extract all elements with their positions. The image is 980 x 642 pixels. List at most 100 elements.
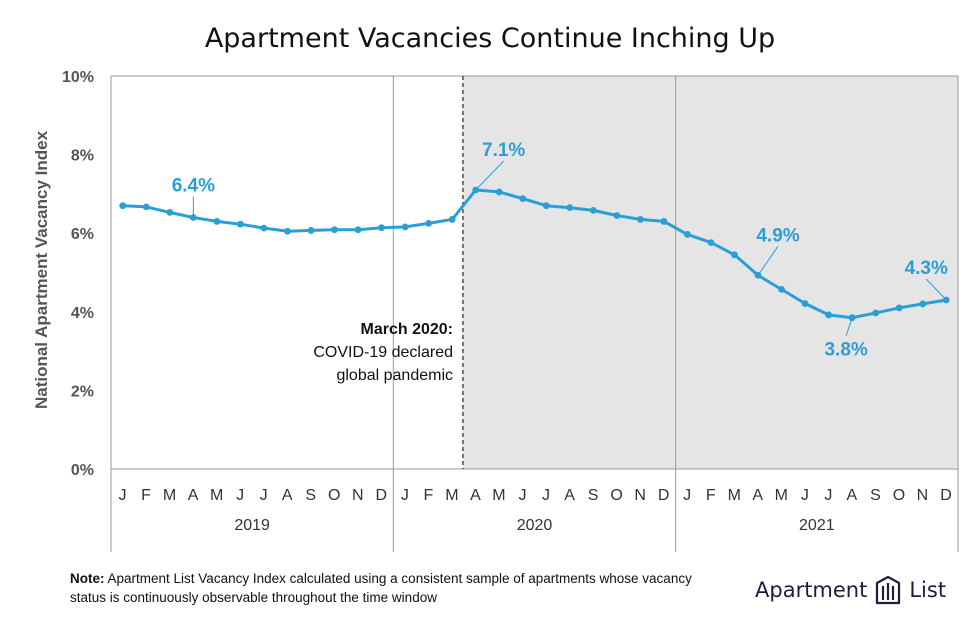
series-point [613, 212, 621, 219]
data-label: 3.8% [824, 340, 867, 361]
series-point [448, 216, 456, 223]
x-tick-label: D [940, 487, 952, 504]
vacancy-series-line [122, 188, 947, 320]
series-point [825, 311, 832, 319]
x-tick-label: J [683, 487, 692, 504]
x-tick-label: J [542, 487, 551, 504]
x-tick-label: A [752, 487, 763, 504]
series-point [307, 227, 315, 234]
x-tick-label: S [305, 487, 316, 504]
apartment-list-logo: Apartment List [755, 574, 946, 606]
x-tick-label: A [470, 487, 481, 504]
logo-word-list: List [909, 578, 947, 602]
x-tick-label: M [775, 487, 789, 504]
x-tick-label: M [210, 487, 224, 504]
pandemic-annotation: March 2020: COVID-19 declared global pan… [313, 321, 453, 384]
logo-word-apartment: Apartment [755, 578, 868, 602]
y-axis-label: National Apartment Vacancy Index [32, 130, 51, 409]
y-tick-labels: 0% 2% 4% 6% 8% 10% [62, 69, 94, 479]
x-tick-label: A [188, 487, 199, 504]
annotation-line-2: global pandemic [336, 367, 453, 384]
x-tick-label: N [352, 487, 364, 504]
x-tick-label: D [376, 487, 388, 504]
x-tick-label: J [518, 487, 527, 504]
x-tick-label: J [236, 487, 245, 504]
x-tick-label: A [564, 487, 575, 504]
series-point [119, 202, 127, 210]
series-points [119, 186, 950, 322]
x-tick-label: F [423, 487, 433, 504]
data-label-leader [475, 160, 505, 191]
footer-note: Note: Apartment List Vacancy Index calcu… [70, 569, 710, 607]
x-tick-label: M [445, 487, 459, 504]
pandemic-shaded-region [462, 76, 958, 469]
x-tick-label: S [588, 487, 599, 504]
year-label: 2021 [799, 517, 835, 534]
data-label-leader [925, 278, 947, 301]
year-dividers [392, 76, 677, 552]
x-tick-label: D [658, 487, 670, 504]
x-tick-label: J [801, 487, 810, 504]
series-point [542, 202, 550, 210]
series-point [707, 239, 715, 247]
data-label: 4.3% [905, 258, 948, 279]
x-tick-label: S [870, 487, 881, 504]
x-tick-label: M [163, 487, 177, 504]
y-tick-label: 8% [71, 148, 94, 165]
series-point [778, 285, 785, 293]
y-tick-label: 0% [71, 462, 94, 479]
series-point [260, 224, 268, 232]
x-tick-label: F [706, 487, 716, 504]
y-tick-label: 2% [71, 383, 94, 400]
x-tick-label: O [893, 487, 906, 504]
data-label: 7.1% [482, 140, 525, 161]
series-point [731, 251, 738, 259]
year-label: 2020 [517, 517, 553, 534]
series-point [284, 227, 291, 235]
series-point [495, 188, 503, 196]
data-label-leader [845, 317, 853, 336]
year-label: 2019 [234, 517, 270, 534]
x-tick-label: M [728, 487, 742, 504]
x-tick-label: A [847, 487, 858, 504]
x-tick-label: J [824, 487, 833, 504]
series-point [331, 226, 338, 234]
y-tick-label: 10% [62, 69, 94, 86]
y-tick-label: 6% [71, 226, 94, 243]
x-tick-label: F [141, 487, 151, 504]
series-point [872, 309, 880, 317]
series-point [519, 195, 527, 203]
x-tick-label: J [401, 487, 410, 504]
series-point [566, 204, 574, 212]
x-tick-label: O [328, 487, 341, 504]
series-point [919, 300, 927, 308]
x-tick-label: N [634, 487, 646, 504]
chart-title: Apartment Vacancies Continue Inching Up [205, 23, 775, 54]
year-labels: 2019 2020 2021 [234, 517, 834, 534]
x-tick-label: N [917, 487, 929, 504]
x-tick-label: M [492, 487, 506, 504]
series-point [895, 304, 903, 312]
data-labels: 6.4% 7.1% 4.9% 3.8% 4.3% [172, 140, 948, 361]
x-tick-label: J [260, 487, 269, 504]
series-point [660, 218, 668, 225]
data-label-leader [757, 245, 779, 276]
apartment-list-logo-icon [876, 575, 901, 605]
series-point [401, 223, 409, 231]
plot-frame [110, 75, 959, 552]
x-tick-label: A [282, 487, 293, 504]
series-point [425, 219, 433, 227]
x-tick-label: O [610, 487, 623, 504]
x-tick-label: J [119, 487, 128, 504]
y-tick-label: 4% [71, 305, 94, 322]
series-point [237, 220, 244, 228]
series-point [354, 226, 362, 234]
data-label: 6.4% [172, 175, 215, 196]
series-point [684, 230, 691, 238]
series-point [378, 224, 385, 232]
series-point [189, 214, 197, 221]
data-label: 4.9% [756, 225, 799, 246]
series-point [589, 207, 597, 214]
